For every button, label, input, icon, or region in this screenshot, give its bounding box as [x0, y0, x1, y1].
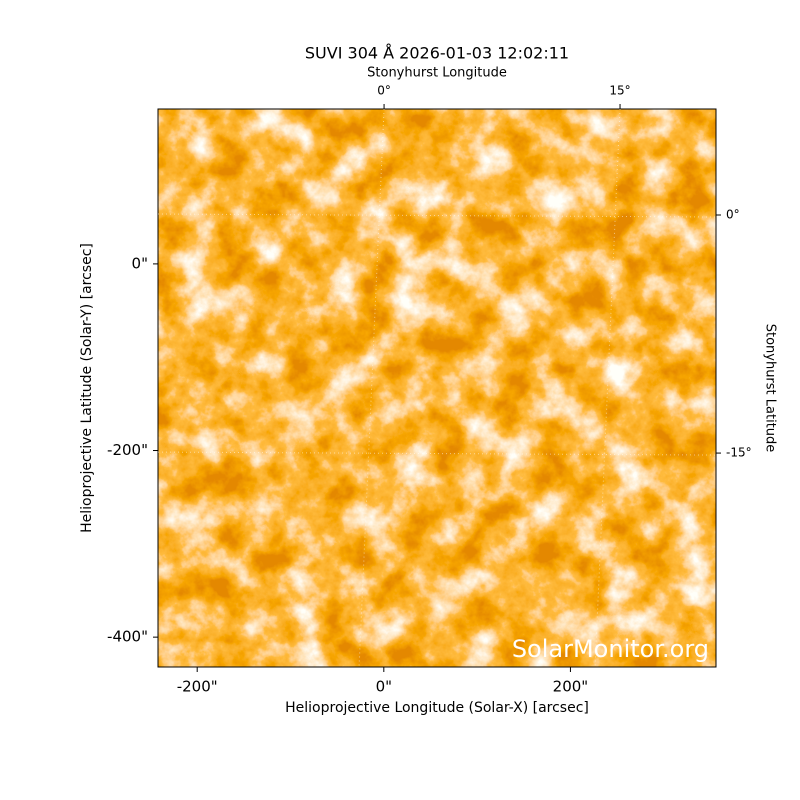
chart-title: SUVI 304 Å 2026-01-03 12:02:11: [305, 44, 569, 63]
right-axis-label: Stonyhurst Latitude: [763, 324, 778, 453]
y-axis-label: Helioprojective Latitude (Solar-Y) [arcs…: [79, 243, 95, 533]
y-tick-label: -200": [107, 441, 148, 459]
solar-image: [158, 109, 716, 667]
right-tick-label: -15°: [726, 446, 752, 460]
plot-frame: [157, 108, 717, 668]
x-tick-label: 200": [553, 678, 589, 696]
top-axis-label: Stonyhurst Longitude: [367, 66, 507, 81]
top-tick-label: 0°: [377, 84, 391, 98]
x-tick-label: 0": [376, 678, 392, 696]
top-tick-label: 15°: [609, 84, 630, 98]
y-tick-label: -400": [107, 628, 148, 646]
x-axis-label: Helioprojective Longitude (Solar-X) [arc…: [285, 700, 589, 716]
right-tick-label: 0°: [726, 208, 740, 222]
watermark: SolarMonitor.org: [512, 635, 709, 663]
y-tick-label: 0": [132, 254, 148, 272]
x-tick-label: -200": [177, 678, 218, 696]
